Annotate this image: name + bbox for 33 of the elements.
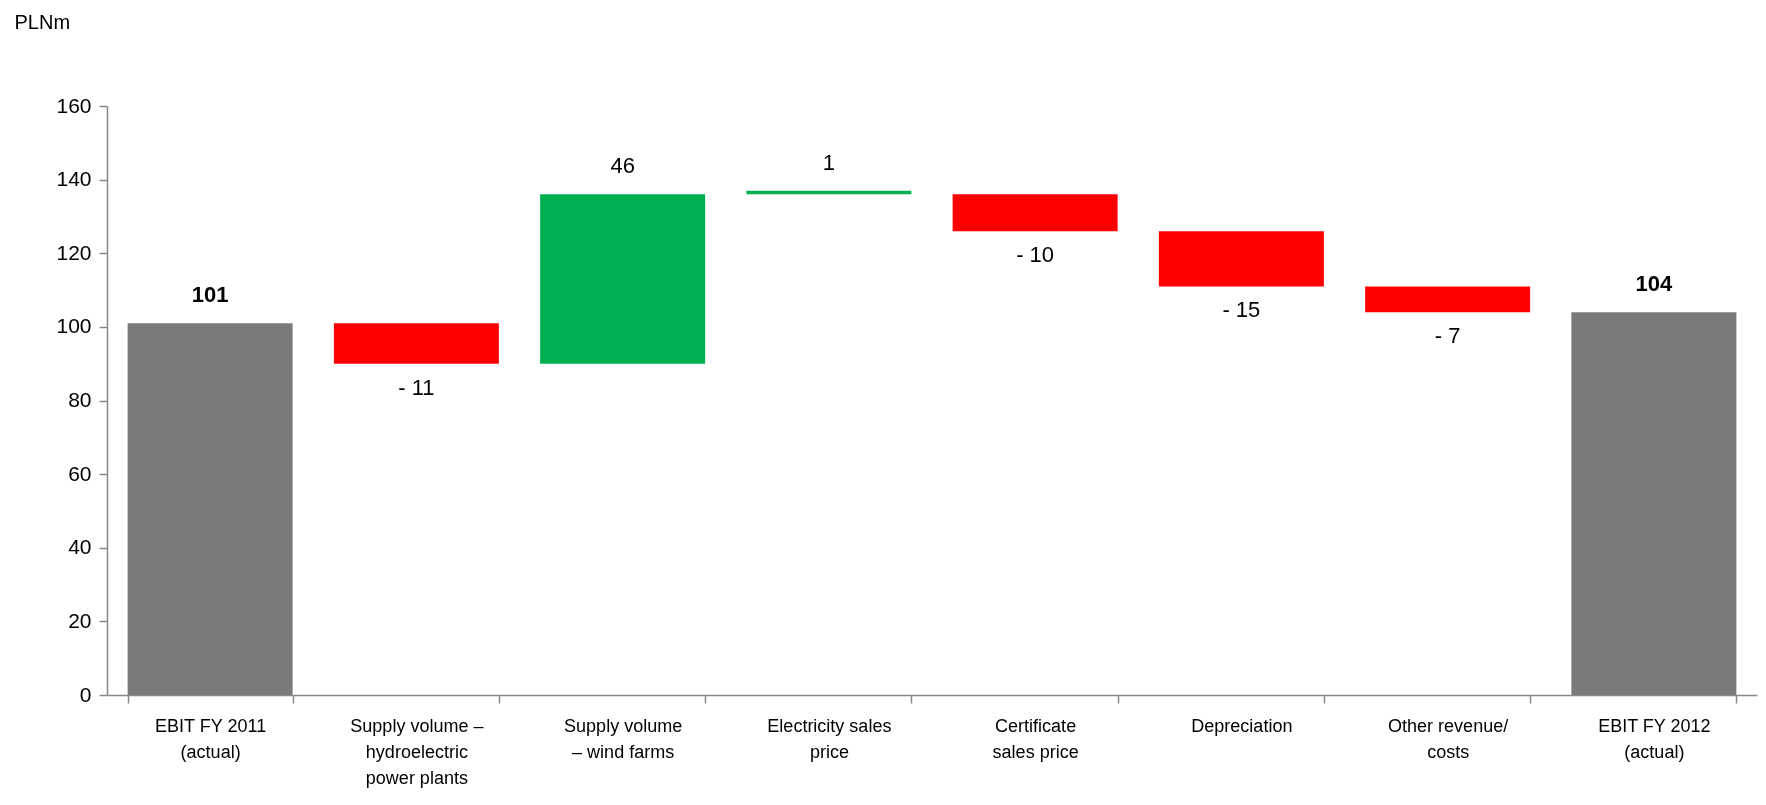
data-label: - 10 <box>1016 242 1055 268</box>
y-axis-title: PLNm <box>14 10 71 33</box>
y-tick-label: 140 <box>56 167 92 191</box>
y-tick-label: 100 <box>56 314 92 338</box>
y-tick-label: 120 <box>56 240 92 264</box>
x-tick-label: Electricity sales price <box>767 715 892 762</box>
data-label: 1 <box>822 149 835 175</box>
y-tick-label: 80 <box>68 388 92 411</box>
y-tick-label: 40 <box>68 535 92 559</box>
x-tick-label: Supply volume – wind farms <box>564 715 683 762</box>
x-tick-label: Other revenue/ costs <box>1388 715 1509 762</box>
bar <box>1571 312 1737 695</box>
y-tick-label: 0 <box>79 682 92 706</box>
bar <box>333 323 499 364</box>
y-tick-label: 160 <box>56 93 92 117</box>
bar <box>1365 286 1531 313</box>
y-tick-label: 20 <box>68 608 92 632</box>
x-tick-label: Depreciation <box>1191 715 1293 736</box>
x-tick-label: EBIT FY 2012 (actual) <box>1598 715 1711 762</box>
x-tick-label: Supply volume – hydroelectric power plants <box>350 715 484 788</box>
data-label: - 11 <box>398 374 435 400</box>
data-label: - 15 <box>1222 297 1261 323</box>
x-tick-label: EBIT FY 2011 (actual) <box>155 715 267 762</box>
data-label: 104 <box>1635 271 1673 297</box>
bar <box>540 194 706 364</box>
x-tick-label: Certificate sales price <box>992 715 1079 762</box>
bar <box>1158 231 1324 287</box>
data-label: 46 <box>610 153 635 179</box>
data-label: - 7 <box>1434 323 1461 349</box>
data-label: 101 <box>191 282 229 308</box>
bar <box>127 323 293 695</box>
y-tick-label: 60 <box>68 461 92 485</box>
bar <box>952 194 1118 232</box>
